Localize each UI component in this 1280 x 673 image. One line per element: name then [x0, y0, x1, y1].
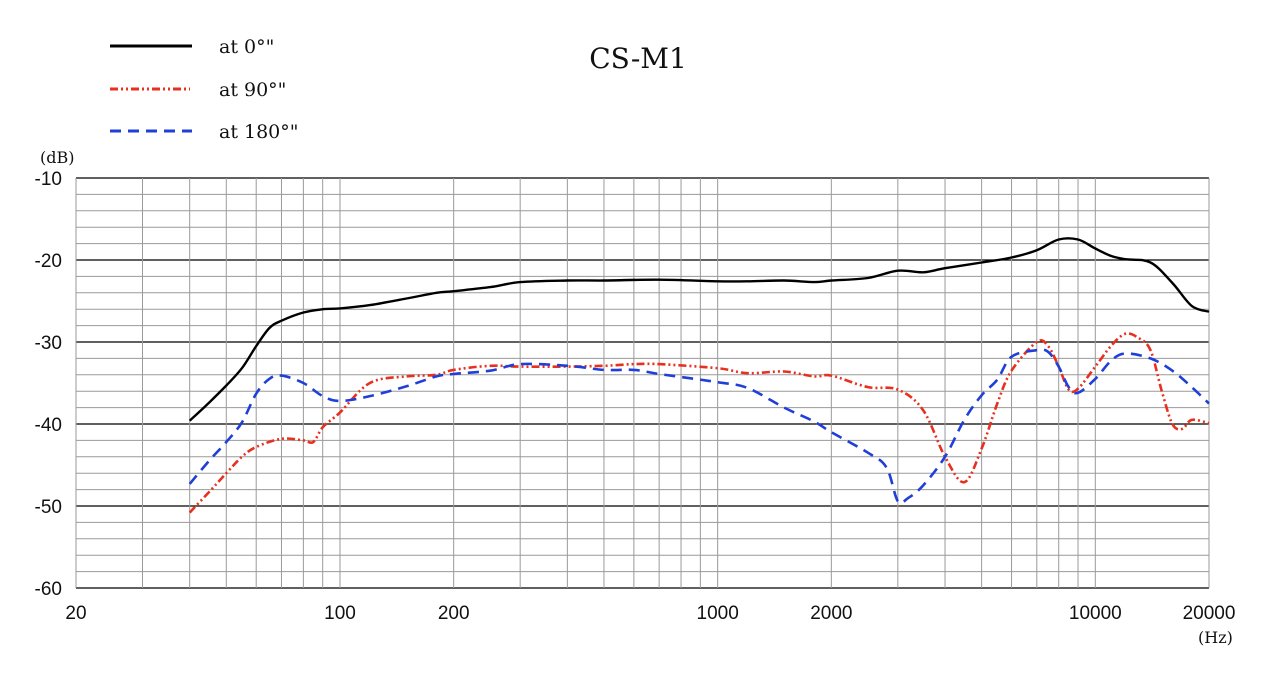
y-tick-label: -50	[35, 497, 62, 518]
x-tick-label: 100	[324, 603, 356, 624]
legend-item-180deg: at 180°"	[110, 121, 299, 143]
y-axis-unit: (dB)	[40, 148, 74, 167]
plot-grid	[75, 177, 1210, 589]
x-tick-label: 2000	[810, 603, 852, 624]
y-tick-label: -40	[35, 415, 62, 436]
legend-label-0deg: at 0°"	[219, 36, 274, 58]
series-line-0	[188, 237, 1210, 422]
y-tick-label: -20	[35, 251, 62, 272]
chart-title: CS-M1	[589, 42, 687, 75]
legend-label-90deg: at 90°"	[219, 79, 286, 101]
series-line-2	[188, 348, 1210, 505]
x-tick-label: 20000	[1183, 603, 1236, 624]
legend-label-180deg: at 180°"	[219, 121, 299, 143]
y-tick-label: -10	[35, 169, 62, 190]
plot-series	[188, 237, 1210, 514]
legend-item-0deg: at 0°"	[110, 36, 274, 58]
x-tick-label: 10000	[1069, 603, 1122, 624]
y-tick-label: -30	[35, 333, 62, 354]
x-tick-label: 200	[438, 603, 470, 624]
legend-item-90deg: at 90°"	[110, 79, 286, 101]
legend: at 0°" at 90°" at 180°"	[110, 36, 299, 143]
x-tick-label: 1000	[697, 603, 739, 624]
x-axis-unit: (Hz)	[1198, 628, 1233, 647]
x-tick-label: 20	[65, 603, 86, 624]
y-tick-label: -60	[35, 579, 62, 600]
series-line-1	[188, 332, 1210, 514]
